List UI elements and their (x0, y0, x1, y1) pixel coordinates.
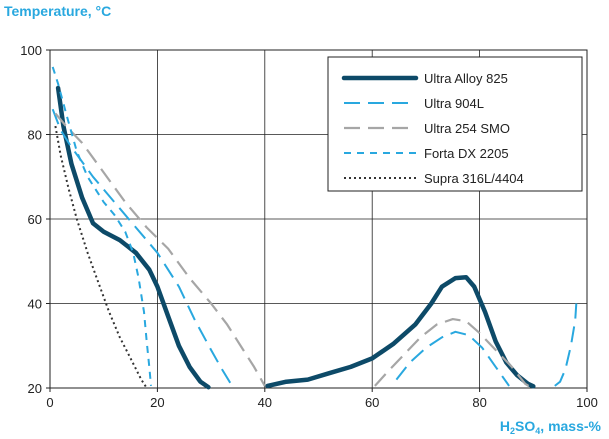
series-line-ultra-alloy-825 (265, 275, 536, 389)
legend-label: Forta DX 2205 (424, 146, 509, 161)
series-line-supra-316l-4404 (54, 125, 148, 389)
y-tick-label: 40 (28, 297, 42, 312)
y-tick-label: 80 (28, 128, 42, 143)
y-tick-label: 60 (28, 212, 42, 227)
series-line-ultra-904l (395, 330, 510, 387)
series-line-ultra-904l (554, 303, 578, 387)
series-line-forta-dx-2205 (51, 66, 152, 386)
x-tick-label: 40 (258, 395, 272, 410)
series-line-ultra-904l (51, 108, 234, 388)
tick-labels: 0 20 40 60 80 100 20 40 60 80 100 (20, 43, 598, 410)
legend-label: Ultra Alloy 825 (424, 71, 508, 86)
x-axis-label: H2SO4, mass-% (499, 418, 601, 436)
legend: Ultra Alloy 825 Ultra 904L Ultra 254 SMO Fo… (327, 56, 583, 192)
x-tick-label: 0 (46, 395, 53, 410)
x-tick-label: 60 (365, 395, 379, 410)
legend-label: Ultra 904L (424, 96, 484, 111)
series-lines (51, 66, 578, 390)
x-tick-label: 100 (576, 395, 598, 410)
series-line-ultra-254-smo (374, 318, 532, 389)
y-tick-label: 100 (20, 43, 42, 58)
series-line-ultra-254-smo (54, 112, 266, 387)
y-axis-label: Temperature, °C (4, 3, 112, 19)
legend-label: Ultra 254 SMO (424, 121, 510, 136)
y-tick-label: 20 (28, 381, 42, 396)
x-tick-label: 20 (150, 395, 164, 410)
x-tick-label: 80 (472, 395, 486, 410)
series-line-ultra-alloy-825 (55, 85, 211, 390)
legend-label: Supra 316L/4404 (424, 171, 524, 186)
